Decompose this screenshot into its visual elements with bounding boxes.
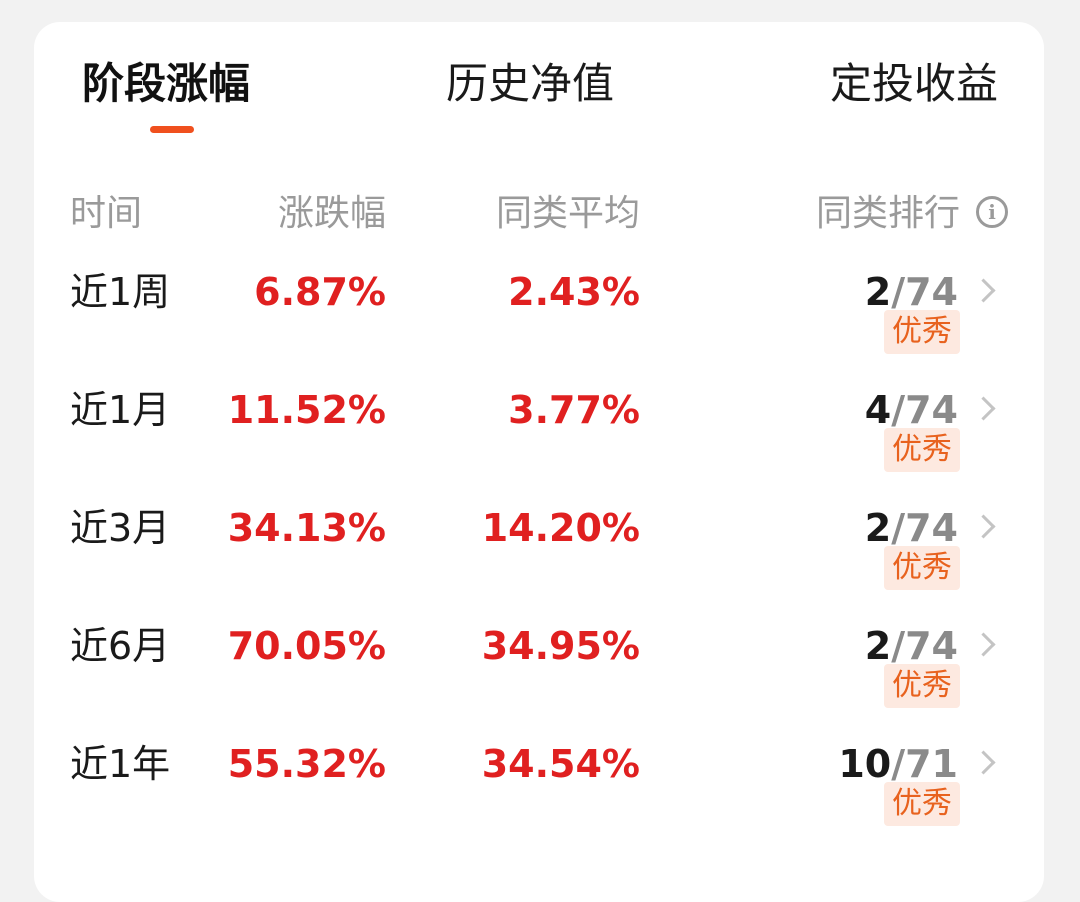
rating-badge: 优秀 xyxy=(884,310,960,354)
row-period: 近3月 xyxy=(70,506,171,550)
row-category-avg: 3.77% xyxy=(508,388,640,432)
header-time: 时间 xyxy=(70,193,143,234)
table-row[interactable]: 近1年 55.32% 34.54% 10/71 优秀 xyxy=(34,736,1044,854)
info-circle-icon[interactable]: i xyxy=(976,196,1008,228)
rank-total: 74 xyxy=(905,388,958,432)
table-row[interactable]: 近1月 11.52% 3.77% 4/74 优秀 xyxy=(34,382,1044,500)
rank-total: 74 xyxy=(905,270,958,314)
row-period: 近1月 xyxy=(70,388,171,432)
row-period: 近1周 xyxy=(70,270,171,314)
chevron-right-icon xyxy=(971,514,996,539)
rank-position: 2 xyxy=(864,506,892,550)
rank-position: 4 xyxy=(864,388,892,432)
table-row[interactable]: 近1周 6.87% 2.43% 2/74 优秀 xyxy=(34,264,1044,382)
row-category-avg: 34.95% xyxy=(481,624,640,668)
table-row[interactable]: 近3月 34.13% 14.20% 2/74 优秀 xyxy=(34,500,1044,618)
rank-position: 10 xyxy=(838,742,892,786)
row-category-avg: 14.20% xyxy=(481,506,640,550)
chevron-right-icon xyxy=(971,278,996,303)
rank-total: 74 xyxy=(905,506,958,550)
row-rank: 2/74 xyxy=(865,500,958,556)
rank-position: 2 xyxy=(864,624,892,668)
row-period: 近1年 xyxy=(70,742,171,786)
table-row[interactable]: 近6月 70.05% 34.95% 2/74 优秀 xyxy=(34,618,1044,736)
tab-historical-nav[interactable]: 历史净值 xyxy=(446,59,615,108)
header-category-avg: 同类平均 xyxy=(495,193,640,234)
performance-card: 阶段涨幅 历史净值 定投收益 时间 涨跌幅 同类平均 同类排行 i 近1周 6.8… xyxy=(34,22,1044,902)
header-category-rank: 同类排行 xyxy=(815,193,960,234)
rank-position: 2 xyxy=(864,270,892,314)
rating-badge: 优秀 xyxy=(884,428,960,472)
row-change: 34.13% xyxy=(227,506,386,550)
row-change: 70.05% xyxy=(227,624,386,668)
row-rank: 2/74 xyxy=(865,618,958,674)
chevron-right-icon xyxy=(971,396,996,421)
rank-separator: / xyxy=(891,506,906,550)
rank-separator: / xyxy=(891,624,906,668)
table-header: 时间 涨跌幅 同类平均 同类排行 i xyxy=(34,186,1044,242)
tab-bar: 阶段涨幅 历史净值 定投收益 xyxy=(34,22,1044,162)
row-change: 6.87% xyxy=(254,270,386,314)
row-rank: 10/71 xyxy=(838,736,958,792)
rank-total: 74 xyxy=(905,624,958,668)
tab-stage-return[interactable]: 阶段涨幅 xyxy=(82,59,251,108)
row-rank: 2/74 xyxy=(865,264,958,320)
chevron-right-icon xyxy=(971,750,996,775)
row-change: 11.52% xyxy=(227,388,386,432)
row-period: 近6月 xyxy=(70,624,171,668)
row-category-avg: 34.54% xyxy=(481,742,640,786)
chevron-right-icon xyxy=(971,632,996,657)
row-change: 55.32% xyxy=(227,742,386,786)
rank-total: 71 xyxy=(905,742,958,786)
tab-sip-return[interactable]: 定投收益 xyxy=(829,59,998,108)
rank-separator: / xyxy=(891,742,906,786)
row-rank: 4/74 xyxy=(865,382,958,438)
header-change: 涨跌幅 xyxy=(277,193,386,234)
rank-separator: / xyxy=(891,270,906,314)
rating-badge: 优秀 xyxy=(884,664,960,708)
rating-badge: 优秀 xyxy=(884,782,960,826)
rating-badge: 优秀 xyxy=(884,546,960,590)
active-tab-indicator xyxy=(150,126,194,133)
row-category-avg: 2.43% xyxy=(508,270,640,314)
rank-separator: / xyxy=(891,388,906,432)
